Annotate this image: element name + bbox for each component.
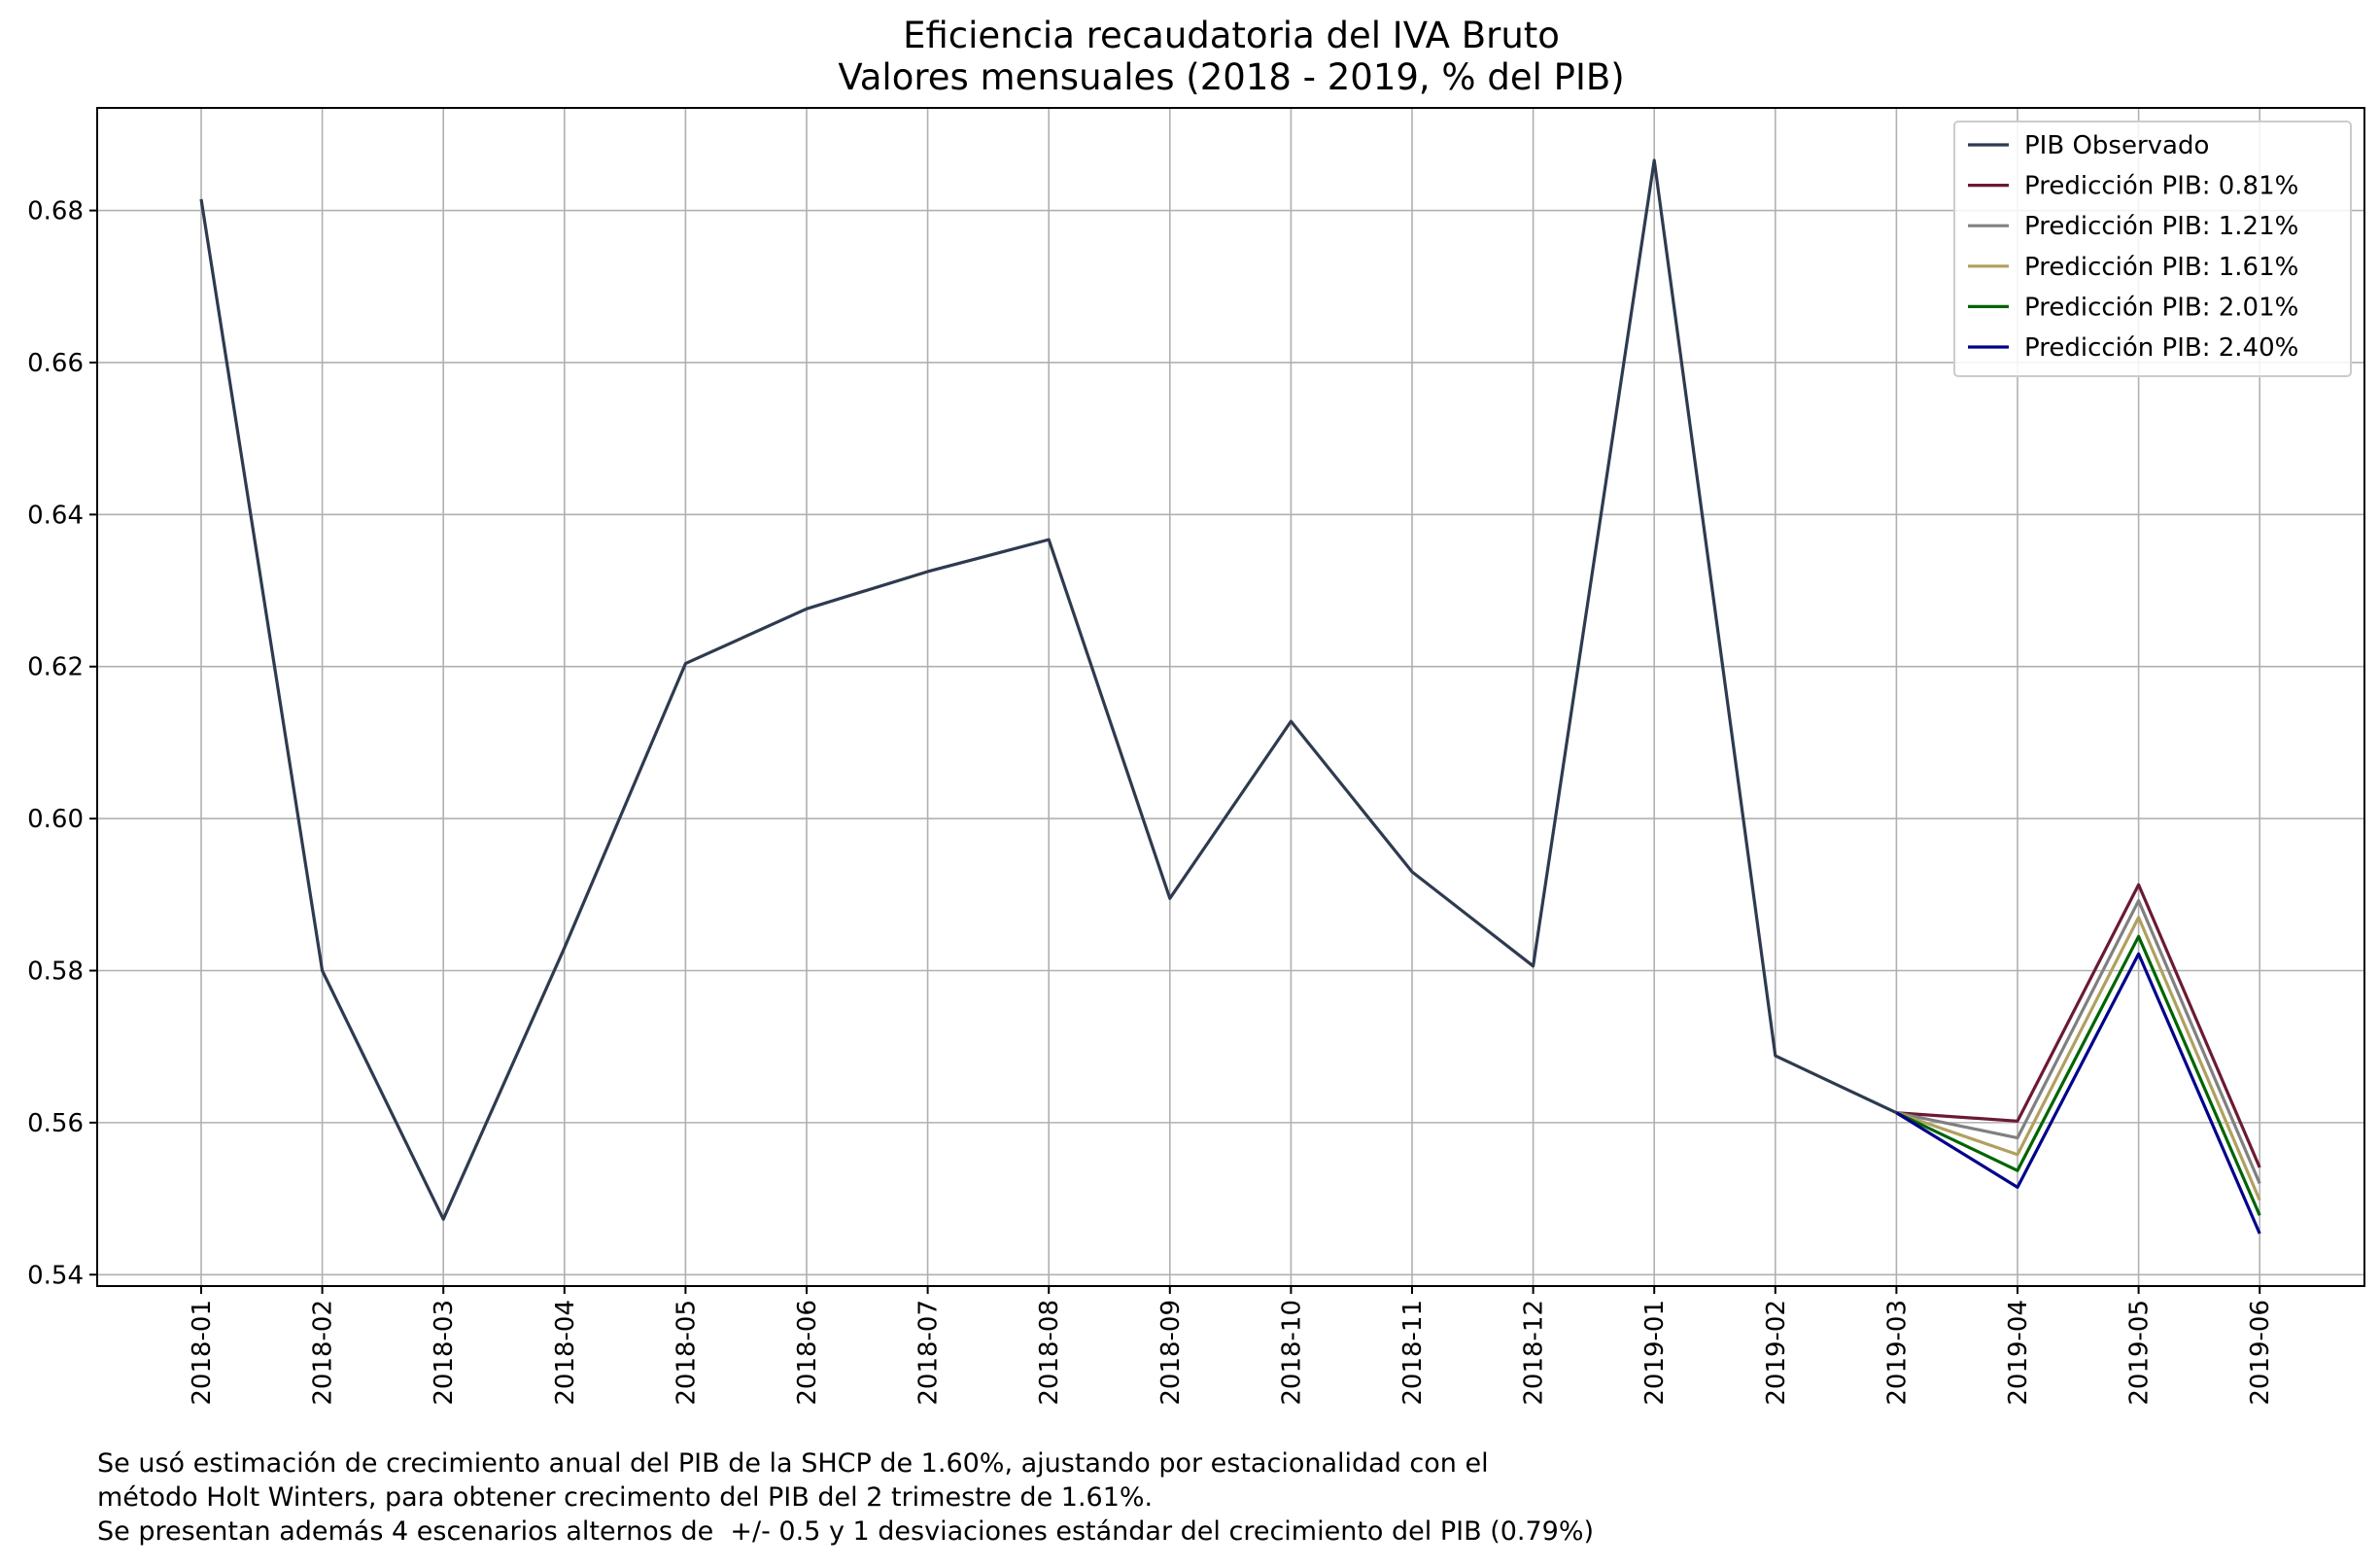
x-tick-label: 2019-01 xyxy=(1640,1300,1670,1406)
footnote-line-1: Se usó estimación de crecimiento anual d… xyxy=(97,1448,1489,1479)
y-tick-label: 0.66 xyxy=(27,349,84,378)
y-tick-label: 0.58 xyxy=(27,957,84,986)
x-tick-label: 2018-11 xyxy=(1398,1300,1428,1406)
y-tick-label: 0.64 xyxy=(27,501,84,530)
legend-label: Predicción PIB: 1.61% xyxy=(2024,253,2298,282)
x-tick-label: 2018-08 xyxy=(1035,1300,1064,1406)
y-tick-label: 0.56 xyxy=(27,1109,84,1138)
series-layer xyxy=(199,158,2261,1235)
chart-subtitle: Valores mensuales (2018 - 2019, % del PI… xyxy=(838,56,1624,98)
footnote-line-2: método Holt Winters, para obtener crecim… xyxy=(97,1482,1154,1513)
series-line xyxy=(1895,916,2261,1201)
y-tick-label: 0.62 xyxy=(27,653,84,682)
series-line xyxy=(1895,952,2261,1235)
x-tick-label: 2018-09 xyxy=(1156,1300,1186,1406)
grid-layer xyxy=(97,108,2364,1286)
y-tick-label: 0.54 xyxy=(27,1261,84,1290)
y-tick-label: 0.68 xyxy=(27,197,84,226)
x-tick-label: 2018-02 xyxy=(309,1300,338,1406)
x-tick-label: 2018-04 xyxy=(551,1300,580,1406)
legend-label: Predicción PIB: 2.40% xyxy=(2024,333,2298,363)
x-tick-label: 2019-05 xyxy=(2125,1300,2155,1406)
series-line xyxy=(1896,883,2261,1168)
y-tick-label: 0.60 xyxy=(27,805,84,834)
x-tick-label: 2018-07 xyxy=(914,1300,944,1406)
legend-label: PIB Observado xyxy=(2024,131,2209,160)
footnote: Se usó estimación de crecimiento anual d… xyxy=(97,1446,1846,1549)
footnote-line-3: Se presentan además 4 escenarios alterno… xyxy=(97,1516,1595,1547)
series-line xyxy=(199,158,1898,1221)
series-line xyxy=(1895,934,2261,1216)
x-tick-label: 2018-12 xyxy=(1520,1300,1549,1406)
x-tick-label: 2018-06 xyxy=(793,1300,822,1406)
x-tick-label: 2019-06 xyxy=(2246,1300,2275,1406)
plot-frame xyxy=(96,107,2365,1287)
x-tick-label: 2018-10 xyxy=(1277,1300,1306,1406)
legend-label: Predicción PIB: 1.21% xyxy=(2024,212,2298,241)
y-axis: 0.54 0.56 0.58 0.60 0.62 0.64 0.66 0.68 xyxy=(27,197,97,1290)
x-tick-label: 2018-01 xyxy=(188,1300,217,1406)
legend: PIB Observado Predicción PIB: 0.81% Predic… xyxy=(1953,121,2352,377)
x-tick-label: 2019-03 xyxy=(1882,1300,1912,1406)
x-tick-label: 2019-02 xyxy=(1762,1300,1791,1406)
x-axis: 2018-01 2018-02 2018-03 2018-04 2018-05 2018-… xyxy=(188,1286,2275,1406)
legend-box xyxy=(1953,121,2352,377)
series-line xyxy=(1896,898,2261,1185)
legend-label: Predicción PIB: 2.01% xyxy=(2024,293,2298,322)
x-tick-label: 2018-03 xyxy=(430,1300,459,1406)
chart-title: Eficiencia recaudatoria del IVA Bruto xyxy=(903,15,1560,56)
x-tick-label: 2018-05 xyxy=(672,1300,701,1406)
x-tick-label: 2019-04 xyxy=(2004,1300,2033,1406)
legend-label: Predicción PIB: 0.81% xyxy=(2024,172,2298,201)
